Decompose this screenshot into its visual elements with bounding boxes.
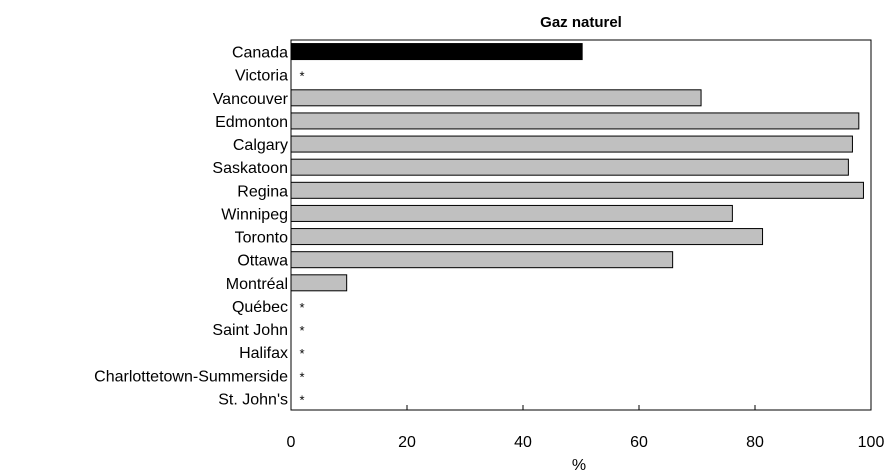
category-label-victoria: Victoria: [235, 68, 288, 85]
missing-marker-victoria: *: [299, 69, 304, 84]
category-label-charlottetown-summerside: Charlottetown-Summerside: [94, 368, 288, 385]
missing-marker-saint-john: *: [299, 323, 304, 338]
missing-marker-charlottetown-summerside: *: [299, 369, 304, 384]
x-axis-ticks-group: 0 20 40 60 80 100: [287, 405, 885, 451]
category-label-saint-john: Saint John: [212, 322, 288, 339]
missing-marker-st-john-s: *: [299, 392, 304, 407]
category-label-ottawa: Ottawa: [237, 253, 288, 270]
category-labels-group: Canada Victoria Vancouver Edmonton Calgary Sa…: [94, 45, 289, 409]
plot-area: [290, 39, 872, 411]
x-tick-label-0: 0: [287, 434, 296, 451]
bar-toronto: [290, 228, 764, 246]
category-label-halifax: Halifax: [239, 345, 288, 362]
bar-regina: [290, 181, 864, 199]
bar-calgary: [290, 135, 853, 153]
chart-title: Gaz naturel: [540, 14, 622, 31]
category-label-toronto: Toronto: [235, 230, 288, 247]
bar-canada: [290, 43, 583, 61]
x-tick-label-40: 40: [514, 434, 532, 451]
category-label-montreal: Montréal: [226, 276, 288, 293]
bar-winnipeg: [290, 204, 733, 222]
category-label-st-john-s: St. John's: [218, 391, 288, 408]
category-label-winnipeg: Winnipeg: [221, 206, 288, 223]
x-tick-label-60: 60: [630, 434, 648, 451]
category-label-canada: Canada: [232, 45, 288, 62]
missing-marker-halifax: *: [299, 346, 304, 361]
category-label-edmonton: Edmonton: [215, 114, 288, 131]
bar-montreal: [290, 274, 348, 292]
category-label-regina: Regina: [237, 183, 288, 200]
bar-edmonton: [290, 112, 860, 130]
bars-group: * * * * * *: [290, 43, 864, 407]
category-label-saskatoon: Saskatoon: [212, 160, 288, 177]
x-tick-label-80: 80: [746, 434, 764, 451]
x-tick-label-20: 20: [398, 434, 416, 451]
category-label-vancouver: Vancouver: [213, 91, 289, 108]
x-axis-label: %: [572, 457, 586, 474]
category-label-quebec: Québec: [232, 299, 288, 316]
bar-saskatoon: [290, 158, 849, 176]
x-tick-label-100: 100: [858, 434, 885, 451]
category-label-calgary: Calgary: [233, 137, 288, 154]
bar-vancouver: [290, 89, 702, 107]
missing-marker-quebec: *: [299, 300, 304, 315]
bar-ottawa: [290, 251, 674, 269]
